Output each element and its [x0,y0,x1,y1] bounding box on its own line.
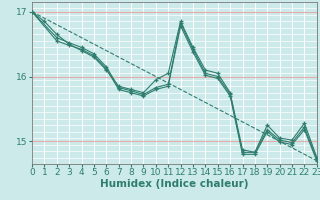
X-axis label: Humidex (Indice chaleur): Humidex (Indice chaleur) [100,179,249,189]
